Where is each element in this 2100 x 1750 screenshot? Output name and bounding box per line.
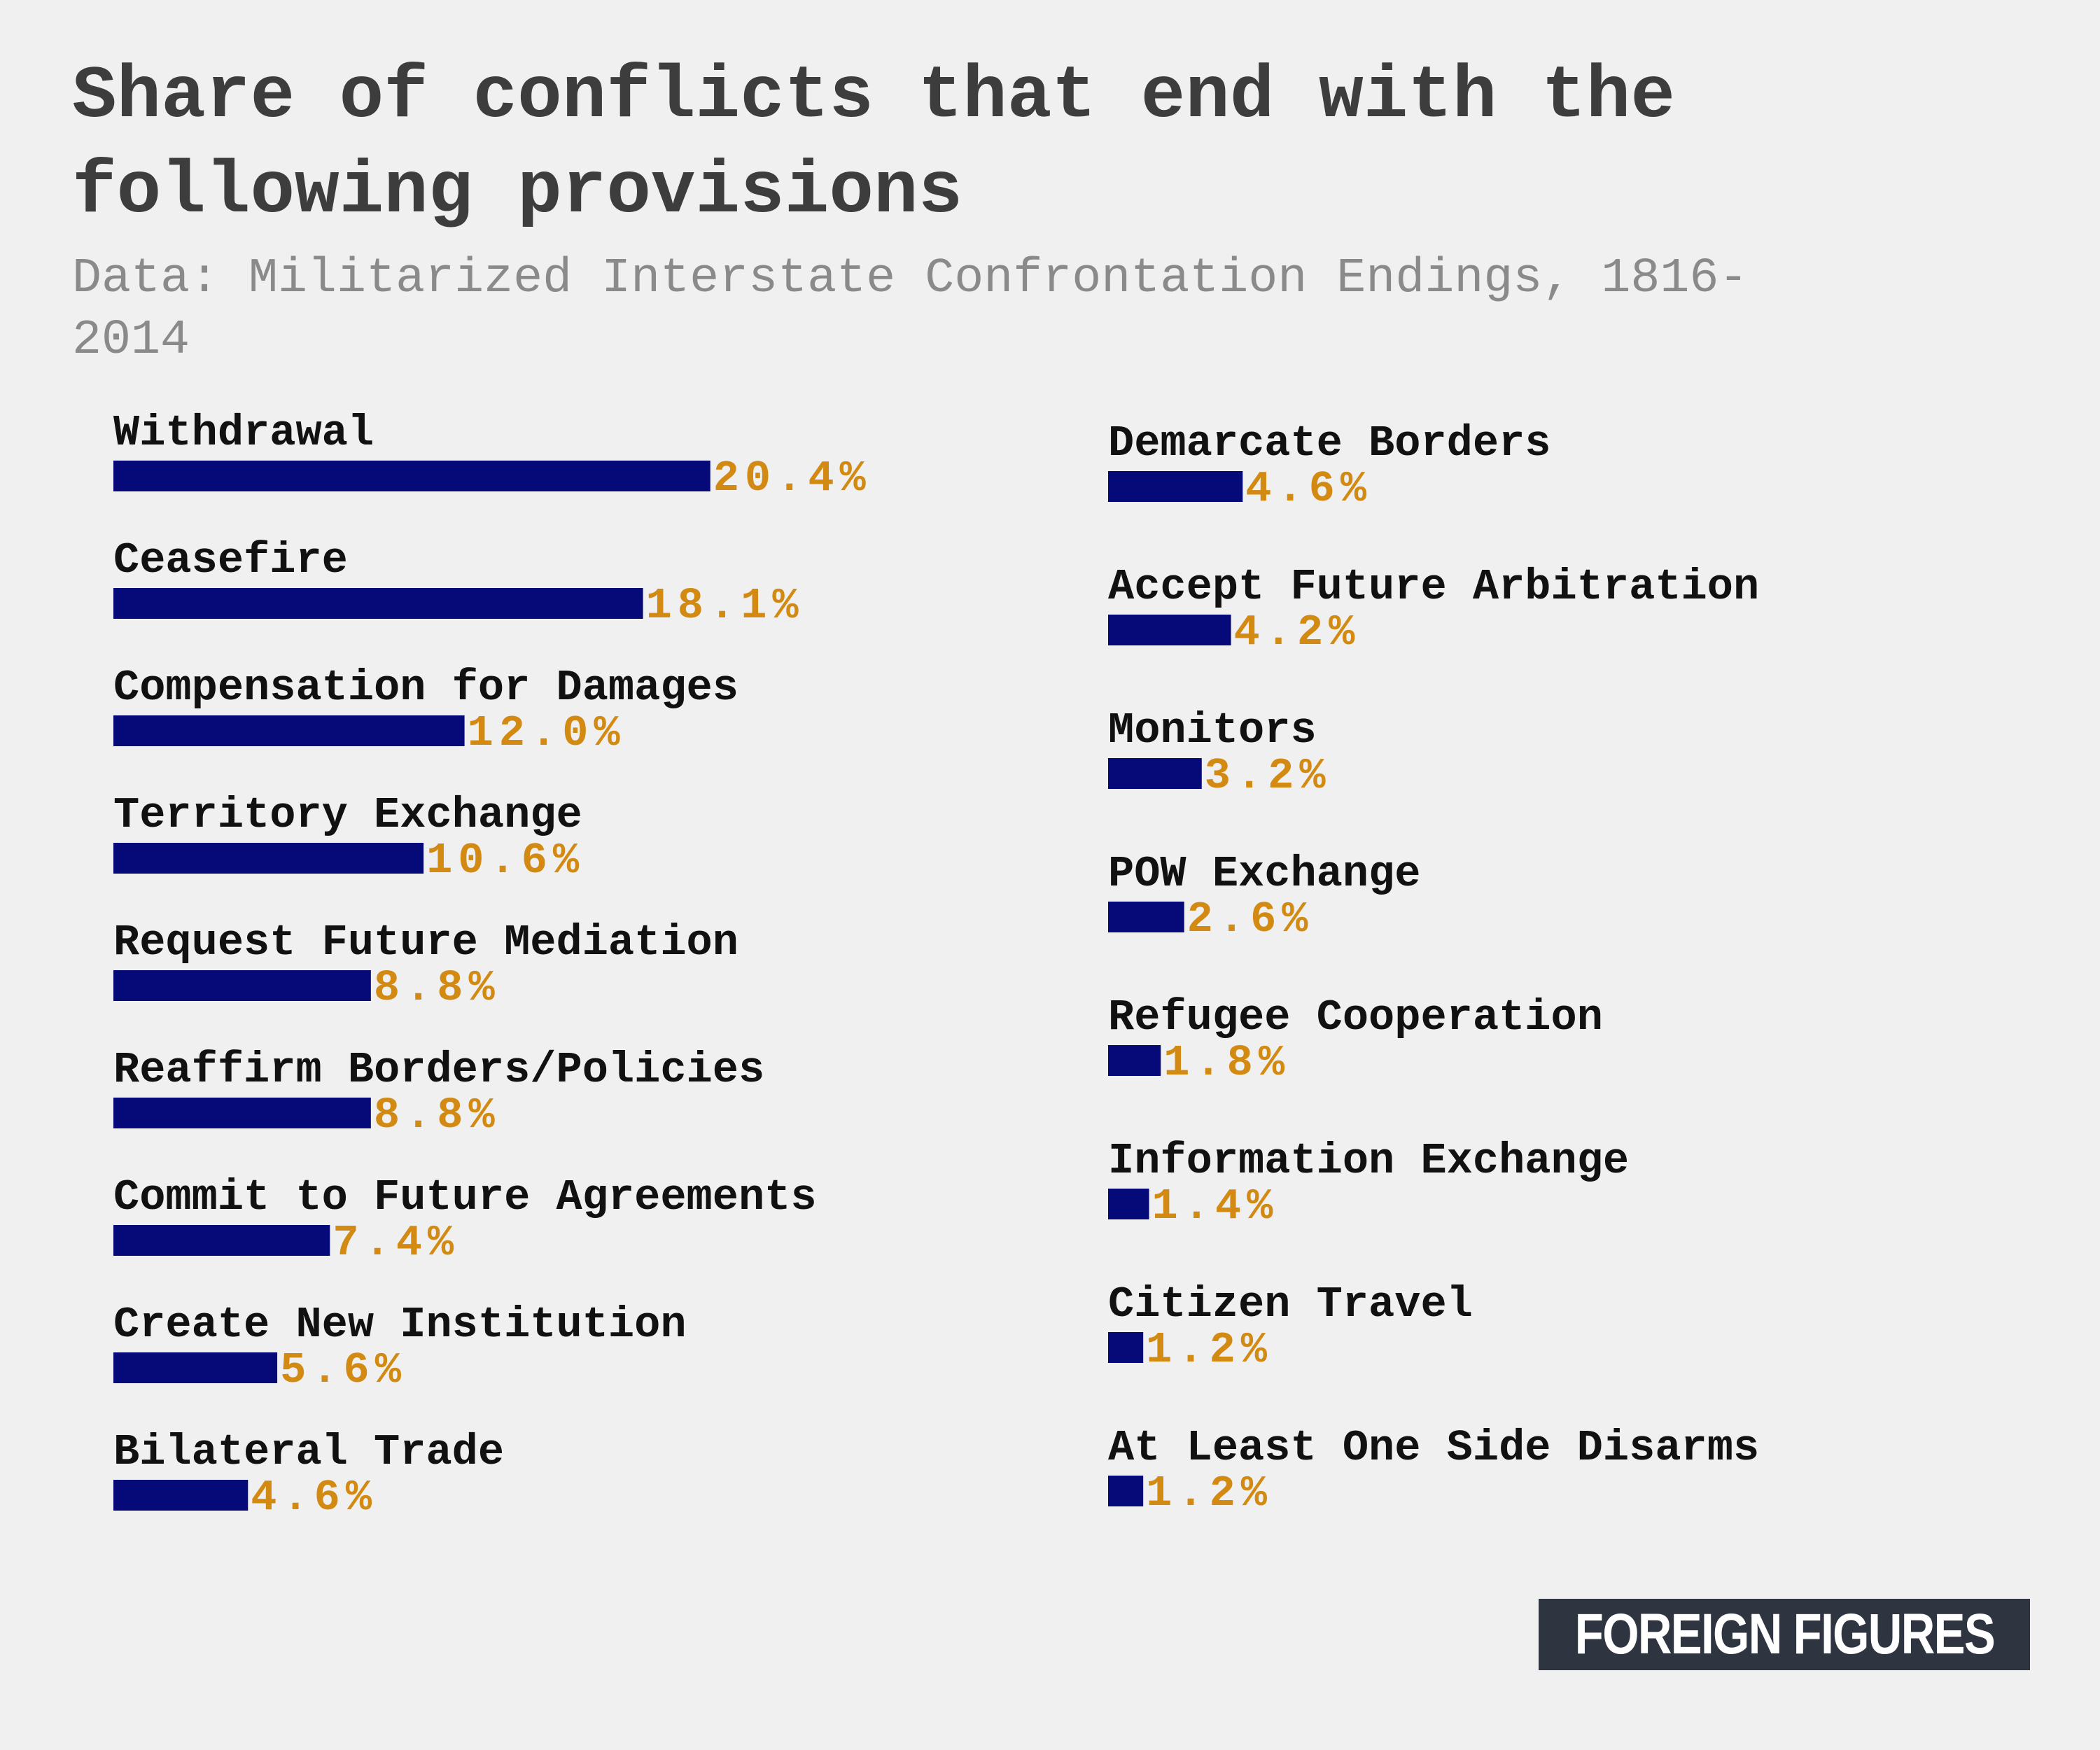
category-label: Create New Institution bbox=[113, 1300, 687, 1350]
bar bbox=[113, 843, 424, 874]
bar bbox=[113, 1480, 248, 1511]
category-label: At Least One Side Disarms bbox=[1108, 1423, 1759, 1473]
bar bbox=[1108, 615, 1231, 645]
value-label: 20.4% bbox=[713, 454, 872, 503]
value-label: 1.2% bbox=[1146, 1325, 1273, 1375]
value-label: 1.2% bbox=[1146, 1469, 1273, 1518]
category-label: Ceasefire bbox=[113, 536, 348, 585]
bar bbox=[113, 970, 371, 1001]
category-label: Demarcate Borders bbox=[1108, 419, 1551, 468]
bar bbox=[113, 461, 710, 491]
bar bbox=[113, 1352, 278, 1383]
bar bbox=[1108, 1045, 1161, 1076]
value-label: 2.6% bbox=[1187, 895, 1314, 944]
foreign-figures-logo: FOREIGN FIGURES bbox=[1539, 1599, 2030, 1670]
bar bbox=[1108, 471, 1243, 502]
value-label: 3.2% bbox=[1205, 751, 1331, 801]
category-label: Refugee Cooperation bbox=[1108, 993, 1603, 1042]
logo-text: FOREIGN FIGURES bbox=[1574, 1602, 1995, 1666]
value-label: 12.0% bbox=[468, 708, 626, 758]
bar bbox=[1108, 902, 1184, 932]
category-label: Monitors bbox=[1108, 706, 1317, 755]
category-label: Withdrawal bbox=[113, 408, 374, 458]
bar bbox=[113, 1098, 371, 1128]
category-label: POW Exchange bbox=[1108, 849, 1420, 899]
chart-title: Share of conflicts that end with the fol… bbox=[72, 55, 1675, 234]
value-label: 10.6% bbox=[426, 836, 584, 886]
category-label: Citizen Travel bbox=[1108, 1280, 1473, 1329]
category-label: Reaffirm Borders/Policies bbox=[113, 1045, 764, 1095]
bar bbox=[1108, 1189, 1149, 1219]
bar bbox=[113, 1225, 330, 1256]
category-label: Compensation for Damages bbox=[113, 663, 738, 713]
value-label: 8.8% bbox=[374, 963, 500, 1013]
category-label: Commit to Future Agreements bbox=[113, 1172, 817, 1222]
category-label: Bilateral Trade bbox=[113, 1427, 504, 1477]
category-label: Information Exchange bbox=[1108, 1136, 1629, 1186]
category-label: Accept Future Arbitration bbox=[1108, 562, 1759, 612]
chart-subtitle: Data: Militarized Interstate Confrontati… bbox=[72, 251, 1749, 368]
category-label: Request Future Mediation bbox=[113, 918, 738, 967]
value-label: 1.8% bbox=[1163, 1038, 1290, 1088]
bar bbox=[1108, 1332, 1144, 1363]
bar bbox=[113, 715, 465, 746]
bar bbox=[113, 588, 643, 619]
category-label: Territory Exchange bbox=[113, 790, 582, 840]
value-label: 4.6% bbox=[251, 1473, 377, 1522]
value-label: 18.1% bbox=[646, 581, 804, 631]
bar bbox=[1108, 1476, 1144, 1506]
value-label: 4.6% bbox=[1245, 464, 1372, 514]
value-label: 4.2% bbox=[1234, 608, 1361, 657]
value-label: 1.4% bbox=[1152, 1182, 1279, 1231]
value-label: 5.6% bbox=[280, 1345, 407, 1395]
value-label: 7.4% bbox=[332, 1218, 459, 1268]
value-label: 8.8% bbox=[374, 1091, 500, 1140]
bar bbox=[1108, 758, 1202, 789]
